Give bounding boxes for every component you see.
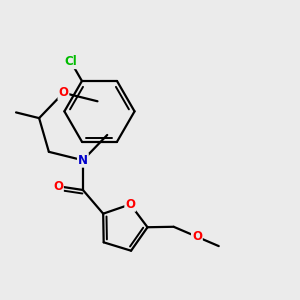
Text: O: O xyxy=(53,180,63,193)
Text: O: O xyxy=(125,198,135,211)
Text: O: O xyxy=(58,86,68,99)
Text: Cl: Cl xyxy=(64,55,77,68)
Text: N: N xyxy=(78,154,88,167)
Text: O: O xyxy=(192,230,202,243)
